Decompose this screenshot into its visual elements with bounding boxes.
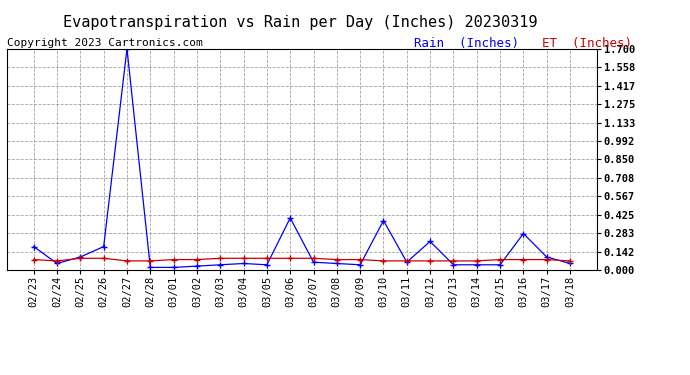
Rain  (Inches) — [76, 255, 84, 259]
Rain  (Inches) — [566, 261, 574, 266]
ET  (Inches) — [473, 259, 481, 263]
ET  (Inches) — [76, 256, 84, 261]
Rain  (Inches) — [426, 239, 434, 244]
Text: Evapotranspiration vs Rain per Day (Inches) 20230319: Evapotranspiration vs Rain per Day (Inch… — [63, 15, 538, 30]
ET  (Inches) — [286, 256, 295, 261]
Rain  (Inches) — [496, 262, 504, 267]
Rain  (Inches) — [309, 260, 317, 264]
Line: ET  (Inches): ET (Inches) — [31, 255, 573, 264]
Rain  (Inches) — [403, 260, 411, 264]
Rain  (Inches) — [380, 218, 388, 223]
Rain  (Inches) — [146, 265, 155, 270]
Rain  (Inches) — [286, 216, 295, 220]
ET  (Inches) — [356, 257, 364, 262]
ET  (Inches) — [333, 257, 341, 262]
Text: Copyright 2023 Cartronics.com: Copyright 2023 Cartronics.com — [7, 38, 203, 48]
ET  (Inches) — [53, 259, 61, 263]
Rain  (Inches) — [356, 262, 364, 267]
ET  (Inches) — [380, 259, 388, 263]
Rain  (Inches) — [520, 231, 528, 236]
ET  (Inches) — [193, 257, 201, 262]
Line: Rain  (Inches): Rain (Inches) — [31, 46, 573, 270]
ET  (Inches) — [30, 257, 38, 262]
Rain  (Inches) — [99, 244, 108, 249]
ET  (Inches) — [123, 259, 131, 263]
Text: ET  (Inches): ET (Inches) — [542, 38, 631, 51]
ET  (Inches) — [449, 259, 457, 263]
ET  (Inches) — [146, 259, 155, 263]
Rain  (Inches) — [542, 255, 551, 259]
Rain  (Inches) — [170, 265, 178, 270]
ET  (Inches) — [309, 256, 317, 261]
ET  (Inches) — [403, 259, 411, 263]
Rain  (Inches) — [449, 262, 457, 267]
Text: Rain  (Inches): Rain (Inches) — [414, 38, 519, 51]
Rain  (Inches) — [216, 262, 224, 267]
Rain  (Inches) — [123, 46, 131, 51]
ET  (Inches) — [239, 256, 248, 261]
Rain  (Inches) — [239, 261, 248, 266]
ET  (Inches) — [520, 257, 528, 262]
Rain  (Inches) — [473, 262, 481, 267]
ET  (Inches) — [216, 256, 224, 261]
Rain  (Inches) — [333, 261, 341, 266]
ET  (Inches) — [542, 257, 551, 262]
ET  (Inches) — [496, 257, 504, 262]
ET  (Inches) — [566, 259, 574, 263]
ET  (Inches) — [170, 257, 178, 262]
Rain  (Inches) — [53, 261, 61, 266]
Rain  (Inches) — [30, 244, 38, 249]
Rain  (Inches) — [193, 264, 201, 268]
ET  (Inches) — [263, 256, 271, 261]
ET  (Inches) — [426, 259, 434, 263]
ET  (Inches) — [99, 256, 108, 261]
Rain  (Inches) — [263, 262, 271, 267]
